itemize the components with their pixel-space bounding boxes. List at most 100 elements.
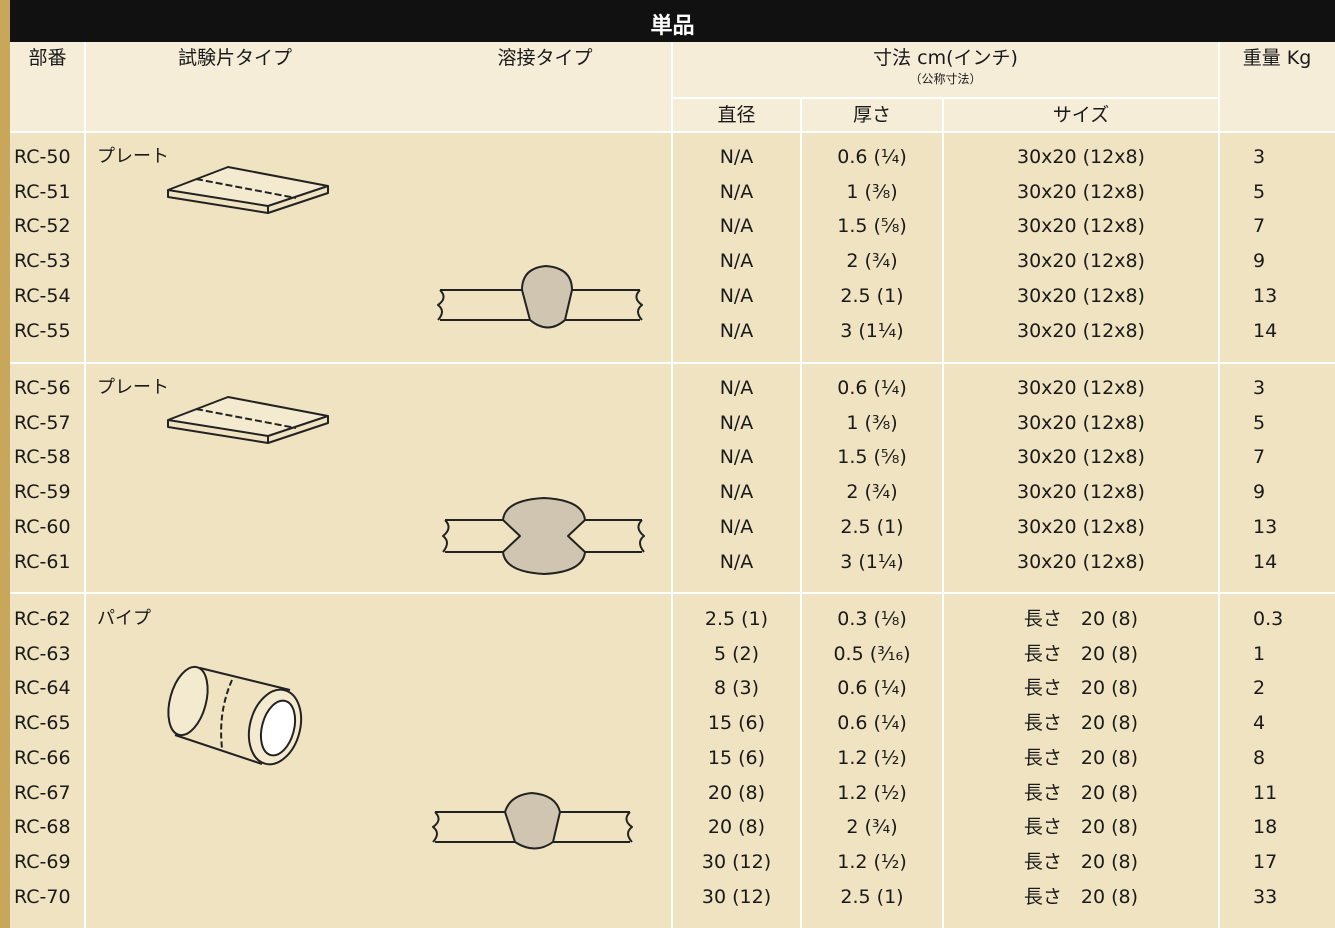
thickness: 2.5 (1)	[840, 885, 904, 908]
part-number: RC-56	[14, 377, 71, 399]
diameter: N/A	[719, 146, 754, 168]
size: 30x20 (12x8)	[1017, 515, 1145, 538]
weld-double-v	[442, 497, 645, 575]
weight: 11	[1253, 781, 1278, 804]
weight: 4	[1253, 712, 1266, 735]
part-number: RC-53	[14, 250, 71, 273]
size: 30x20 (12x8)	[1017, 446, 1145, 469]
size: 30x20 (12x8)	[1017, 284, 1145, 307]
part-number: RC-54	[14, 284, 71, 307]
part-number: RC-51	[14, 180, 71, 203]
diameter: N/A	[719, 377, 754, 399]
part-number: RC-70	[14, 885, 71, 908]
part-number: RC-59	[14, 481, 71, 504]
thickness: 1.5 (⁵⁄₈)	[837, 215, 907, 238]
thickness: 2 (³⁄₄)	[846, 250, 898, 273]
weight: 14	[1253, 550, 1278, 573]
part-number: RC-52	[14, 215, 71, 238]
part-number: RC-62	[14, 608, 71, 630]
part-number: RC-67	[14, 781, 71, 804]
plate-icon	[167, 396, 329, 444]
weld-single-v	[437, 265, 643, 329]
thickness: 1.2 (¹⁄₂)	[837, 746, 907, 769]
weight: 1	[1253, 642, 1266, 665]
col-header: 部番	[28, 47, 67, 69]
diameter: N/A	[719, 180, 754, 203]
specimen-type: パイプ	[97, 608, 151, 629]
part-number: RC-68	[14, 816, 71, 839]
weight: 13	[1253, 284, 1278, 307]
col-header: 直径	[717, 104, 756, 126]
part-number: RC-60	[14, 515, 71, 538]
diameter: 8 (3)	[713, 677, 760, 700]
part-number: RC-61	[14, 550, 71, 573]
weight: 14	[1253, 319, 1278, 342]
thickness: 0.6 (¹⁄₄)	[837, 677, 907, 700]
diameter: 30 (12)	[701, 850, 772, 873]
weight: 9	[1253, 250, 1266, 273]
thickness: 0.5 (³⁄₁₆)	[833, 642, 911, 665]
part-number: RC-63	[14, 642, 71, 665]
thickness: 3 (1¹⁄₄)	[840, 319, 904, 342]
weight: 7	[1253, 446, 1266, 469]
thickness: 2.5 (1)	[840, 515, 904, 538]
thickness: 0.6 (¹⁄₄)	[837, 377, 907, 399]
size: 30x20 (12x8)	[1017, 377, 1145, 399]
diameter: N/A	[719, 515, 754, 538]
diameter: 5 (2)	[713, 642, 760, 665]
pipe-icon	[167, 665, 303, 766]
diameter: 2.5 (1)	[704, 608, 769, 630]
col-note: （公称寸法）	[909, 72, 982, 86]
thickness: 1.5 (⁵⁄₈)	[837, 446, 907, 469]
weight: 8	[1253, 746, 1266, 769]
weight: 5	[1253, 411, 1266, 434]
title: 単品	[650, 14, 695, 39]
col-header: 重量 Kg	[1242, 47, 1312, 69]
weight: 3	[1253, 146, 1266, 168]
part-number: RC-64	[14, 677, 71, 700]
part-number: RC-66	[14, 746, 71, 769]
weight: 3	[1253, 377, 1266, 399]
diameter: N/A	[719, 411, 754, 434]
col-header: 寸法 cm(インチ)	[873, 47, 1018, 69]
col-header: 厚さ	[852, 104, 891, 126]
size: 長さ 20 (8)	[1023, 608, 1139, 630]
weight: 17	[1253, 850, 1278, 873]
weight: 7	[1253, 215, 1266, 238]
size: 長さ 20 (8)	[1023, 746, 1139, 769]
weight: 33	[1253, 885, 1278, 908]
weight: 5	[1253, 180, 1266, 203]
weight: 2	[1253, 677, 1266, 700]
size: 30x20 (12x8)	[1017, 481, 1145, 504]
col-header: サイズ	[1052, 104, 1110, 126]
part-number: RC-57	[14, 411, 71, 434]
col-header: 溶接タイプ	[497, 47, 593, 69]
part-number: RC-55	[14, 319, 71, 342]
diameter: N/A	[719, 481, 754, 504]
size: 長さ 20 (8)	[1023, 850, 1139, 873]
title-bar	[10, 0, 1335, 42]
size: 長さ 20 (8)	[1023, 677, 1139, 700]
thickness: 0.6 (¹⁄₄)	[837, 146, 907, 168]
part-number: RC-50	[14, 146, 71, 168]
weight: 9	[1253, 481, 1266, 504]
part-number: RC-69	[14, 850, 71, 873]
plate-icon	[167, 166, 329, 214]
thickness: 1 (³⁄₈)	[846, 180, 898, 203]
diameter: 20 (8)	[707, 816, 766, 839]
thickness: 3 (1¹⁄₄)	[840, 550, 904, 573]
thickness: 1 (³⁄₈)	[846, 411, 898, 434]
weld-pipe	[432, 792, 633, 850]
thickness: 1.2 (¹⁄₂)	[837, 781, 907, 804]
thickness: 2.5 (1)	[840, 284, 904, 307]
col-header: 試験片タイプ	[177, 47, 292, 69]
thickness: 0.3 (¹⁄₈)	[837, 608, 907, 630]
size: 長さ 20 (8)	[1023, 885, 1139, 908]
size: 30x20 (12x8)	[1017, 215, 1145, 238]
diameter: N/A	[719, 550, 754, 573]
size: 長さ 20 (8)	[1023, 781, 1139, 804]
side-strip	[0, 0, 10, 928]
diameter: 15 (6)	[707, 712, 766, 735]
